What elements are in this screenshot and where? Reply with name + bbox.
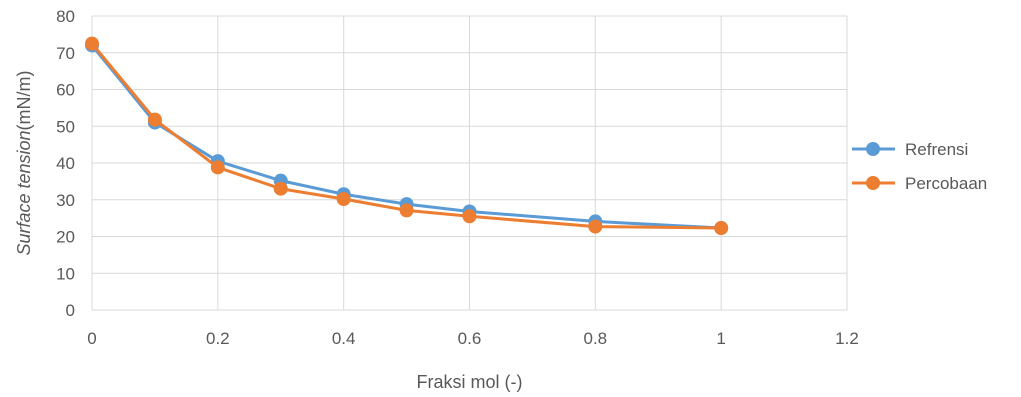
series xyxy=(85,36,729,236)
x-tick-label: 0.2 xyxy=(206,329,230,348)
data-point xyxy=(336,192,351,207)
y-tick-label: 80 xyxy=(56,7,75,26)
data-point xyxy=(85,36,99,51)
data-point xyxy=(273,181,288,196)
y-axis-title-unit: (mN/m) xyxy=(14,70,34,130)
y-tick-label: 0 xyxy=(66,301,75,320)
y-tick-label: 50 xyxy=(56,117,75,136)
y-tick-label: 20 xyxy=(56,228,75,247)
x-tick-label: 0.6 xyxy=(458,329,482,348)
legend-item: Refrensi xyxy=(852,140,968,159)
legend: Refrensi Percobaan xyxy=(852,140,987,193)
x-tick-label: 0.8 xyxy=(584,329,608,348)
y-tick-label: 10 xyxy=(56,264,75,283)
x-tick-label: 1 xyxy=(716,329,725,348)
y-tick-label: 70 xyxy=(56,44,75,63)
x-tick-label: 0.4 xyxy=(332,329,356,348)
data-point xyxy=(588,219,603,234)
data-point xyxy=(714,221,729,236)
y-tick-label: 60 xyxy=(56,81,75,100)
legend-item: Percobaan xyxy=(852,174,987,193)
series-percobaan xyxy=(85,36,729,236)
y-tick-label: 30 xyxy=(56,191,75,210)
x-tick-label: 0 xyxy=(87,329,96,348)
legend-marker xyxy=(866,176,880,190)
data-point xyxy=(210,160,225,175)
legend-label: Refrensi xyxy=(905,140,968,159)
legend-marker xyxy=(866,142,880,156)
y-axis-title-italic: Surface tension xyxy=(14,130,34,255)
tick-labels: 0 10 20 30 40 50 60 70 80 0 0.2 0.4 0.6 0.8 1 1.2 xyxy=(56,7,859,348)
data-point xyxy=(147,112,162,127)
data-point xyxy=(399,203,414,218)
x-tick-label: 1.2 xyxy=(835,329,859,348)
x-axis-title: Fraksi mol (-) xyxy=(417,372,523,392)
data-point xyxy=(462,209,477,224)
legend-label: Percobaan xyxy=(905,174,987,193)
y-axis-title: Surface tension(mN/m) xyxy=(14,70,34,255)
y-tick-label: 40 xyxy=(56,154,75,173)
grid xyxy=(91,15,848,311)
